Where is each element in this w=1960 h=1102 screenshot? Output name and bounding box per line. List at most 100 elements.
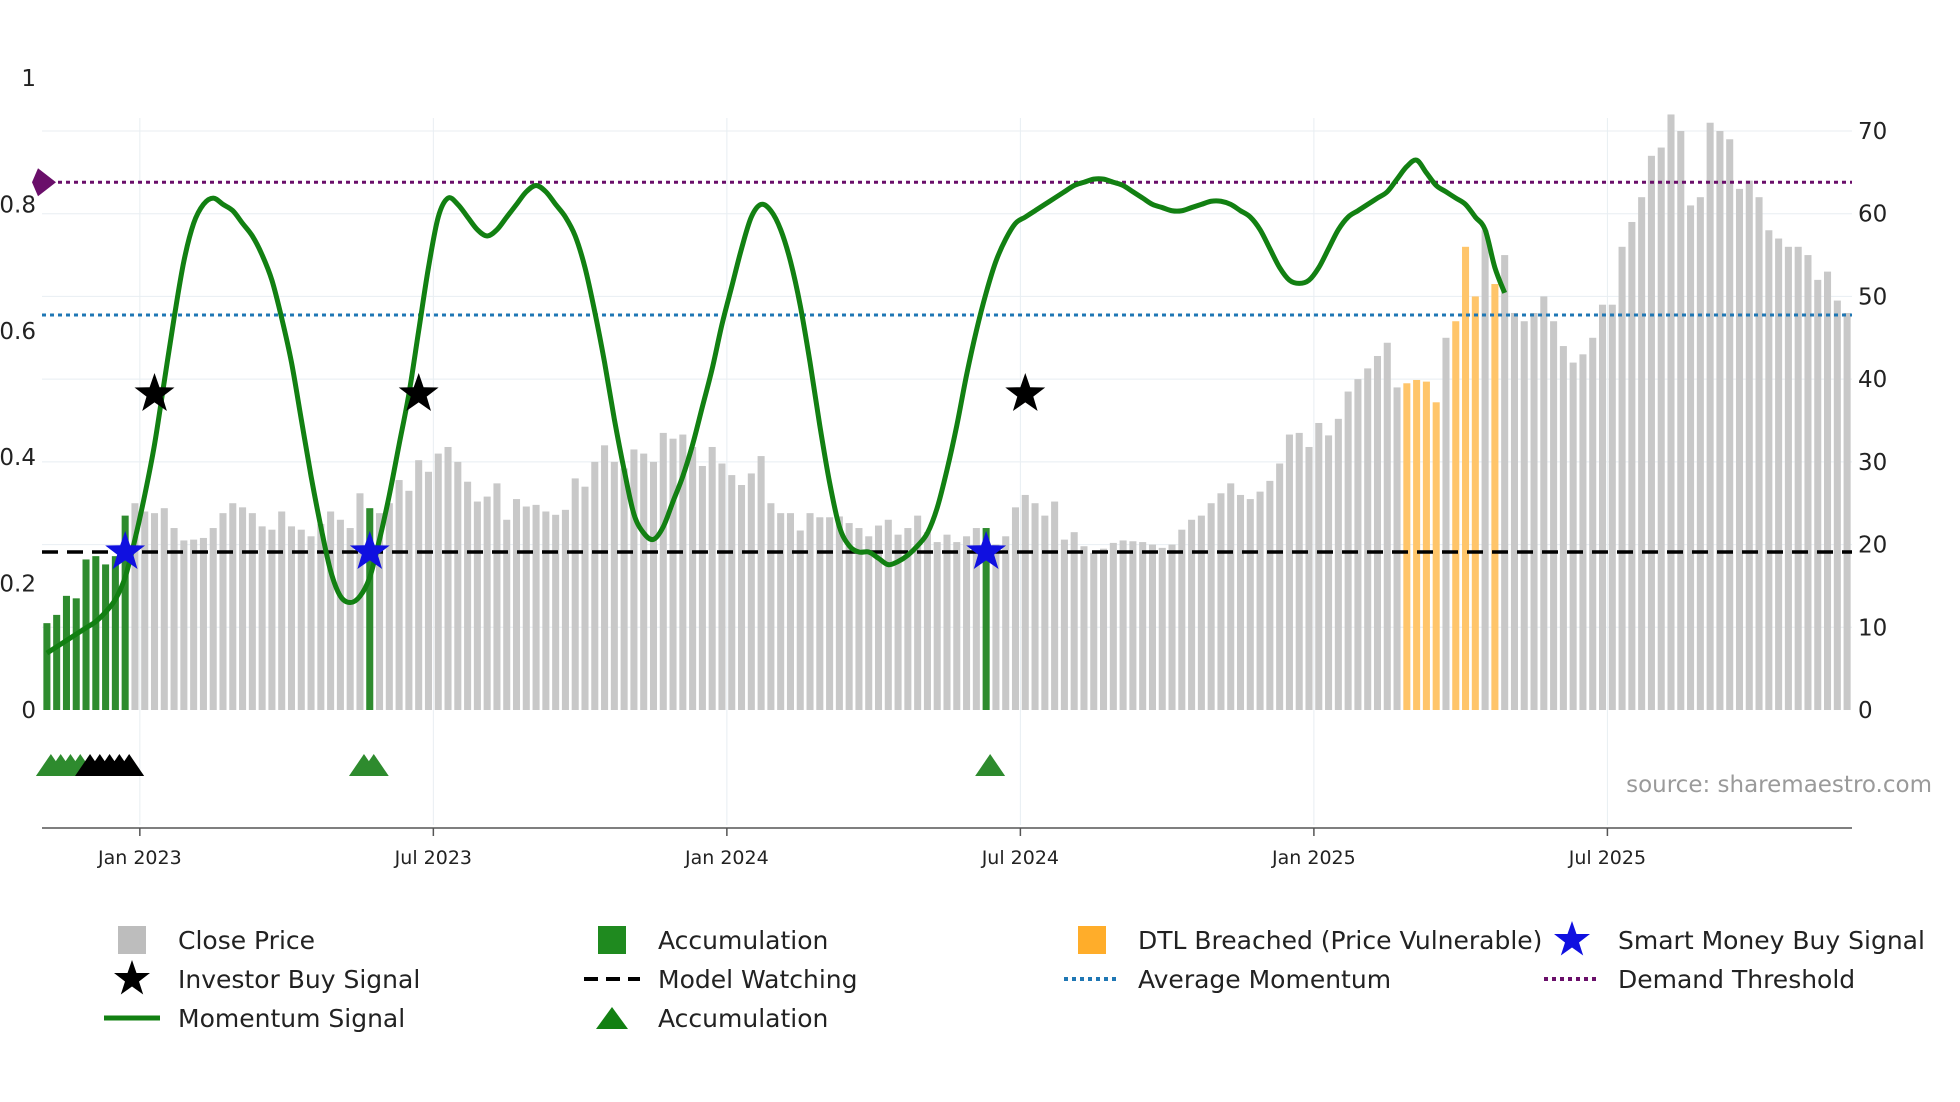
right-axis-tick-label: 60 xyxy=(1858,202,1887,228)
x-axis-tick-label: Jan 2023 xyxy=(97,847,182,869)
close-price-bar xyxy=(1579,354,1587,710)
dtl-breached-bar xyxy=(1432,402,1440,710)
close-price-bar xyxy=(1804,255,1812,711)
close-price-bar xyxy=(1735,188,1744,710)
close-price-bar xyxy=(933,542,941,710)
dtl-breached-bar xyxy=(1471,296,1479,710)
close-price-bar xyxy=(1550,321,1558,710)
close-price-bar xyxy=(1305,446,1313,710)
accumulation-triangle xyxy=(358,754,389,776)
accumulation-bar xyxy=(111,556,119,710)
close-price-bar xyxy=(669,438,677,710)
dtl-breached-bar xyxy=(1422,381,1430,710)
dtl-breached-bar xyxy=(1413,379,1421,710)
close-price-bar xyxy=(1638,197,1646,710)
close-price-bar xyxy=(1667,114,1675,710)
close-price-bar xyxy=(777,513,785,710)
close-price-bar xyxy=(1824,271,1832,710)
accumulation-triangle xyxy=(975,754,1006,776)
close-price-bar xyxy=(1285,434,1293,710)
close-price-bar xyxy=(1266,480,1274,710)
right-axis-tick-label: 20 xyxy=(1858,533,1887,559)
close-price-bar xyxy=(219,513,227,710)
close-price-bar xyxy=(1021,494,1029,710)
close-price-bar xyxy=(1276,463,1284,710)
close-price-bar xyxy=(405,490,413,710)
close-price-bar xyxy=(1373,355,1382,710)
close-price-bar xyxy=(865,536,873,710)
smart-money-buy-star xyxy=(349,531,390,569)
close-price-bar xyxy=(855,528,863,710)
right-axis-tick-label: 50 xyxy=(1858,284,1887,310)
investor-buy-star xyxy=(1005,373,1046,411)
close-price-bar xyxy=(1070,532,1078,710)
close-price-bar xyxy=(718,463,726,710)
close-price-bar xyxy=(1442,337,1450,710)
accumulation-bar xyxy=(982,528,990,710)
signal-markers xyxy=(35,373,1046,776)
close-price-bar xyxy=(395,480,403,710)
close-price-bar xyxy=(1393,387,1401,710)
close-price-bar xyxy=(346,528,354,710)
accumulation-bar xyxy=(43,623,51,710)
close-price-bar xyxy=(923,532,931,710)
source-label: source: sharemaestro.com xyxy=(1626,772,1932,798)
close-price-bar xyxy=(1011,507,1020,710)
close-price-bar xyxy=(1295,432,1303,710)
close-price-bar xyxy=(738,485,746,710)
close-price-bar xyxy=(336,519,344,710)
close-price-bar xyxy=(1687,205,1695,710)
close-price-bar xyxy=(1315,422,1323,710)
dtl-breached-bar xyxy=(1452,321,1460,710)
close-price-bar xyxy=(297,529,305,710)
dtl-breached-bar xyxy=(1462,246,1470,711)
close-price-bar xyxy=(1217,493,1225,710)
close-price-bar xyxy=(894,534,902,710)
close-price-bar xyxy=(689,446,697,710)
accumulation-bar xyxy=(102,564,110,710)
close-price-bar xyxy=(1100,548,1108,710)
close-price-bar xyxy=(630,449,638,710)
close-price-bar xyxy=(493,483,501,710)
close-price-bar xyxy=(1569,362,1577,710)
momentum-signal-line xyxy=(45,157,1508,656)
close-price-bar xyxy=(1765,230,1773,710)
close-price-bar xyxy=(1540,296,1548,710)
right-axis-tick-label: 0 xyxy=(1858,698,1873,724)
close-price-bar xyxy=(1031,503,1039,710)
close-price-bar xyxy=(816,517,824,710)
close-price-bar xyxy=(1080,546,1088,710)
close-price-bar xyxy=(561,509,569,710)
accumulation-bar xyxy=(72,598,80,710)
close-price-bar xyxy=(552,514,560,710)
momentum-signal-group xyxy=(45,157,1508,656)
close-price-bar xyxy=(356,493,364,710)
close-price-bar xyxy=(640,453,648,710)
close-price-bar xyxy=(1628,221,1636,710)
close-price-bar xyxy=(180,540,188,710)
close-price-bar xyxy=(258,526,266,710)
close-price-bar xyxy=(454,461,462,710)
close-price-bar xyxy=(1716,131,1724,710)
close-price-bar xyxy=(327,511,335,710)
close-price-bar xyxy=(806,513,814,710)
left-axis-tick-label: 0.2 xyxy=(0,572,36,598)
investor-buy-star xyxy=(134,373,175,411)
accumulation-bar xyxy=(53,614,61,710)
close-price-bar xyxy=(464,481,472,710)
close-price-bar xyxy=(160,508,168,710)
close-price-bar xyxy=(708,446,716,710)
close-price-bar xyxy=(943,534,951,710)
x-axis-tick-label: Jan 2024 xyxy=(684,847,769,869)
close-price-bar xyxy=(1706,122,1714,710)
close-price-bar xyxy=(1794,246,1802,711)
x-axis-tick-label: Jan 2025 xyxy=(1271,847,1356,869)
close-price-bar xyxy=(904,528,912,710)
close-price-bar xyxy=(884,519,892,710)
close-price-bar xyxy=(1775,238,1783,710)
close-price-bar xyxy=(1784,246,1792,711)
close-price-bar xyxy=(1354,379,1362,710)
close-price-bar xyxy=(591,461,599,710)
close-price-bar xyxy=(199,537,207,710)
